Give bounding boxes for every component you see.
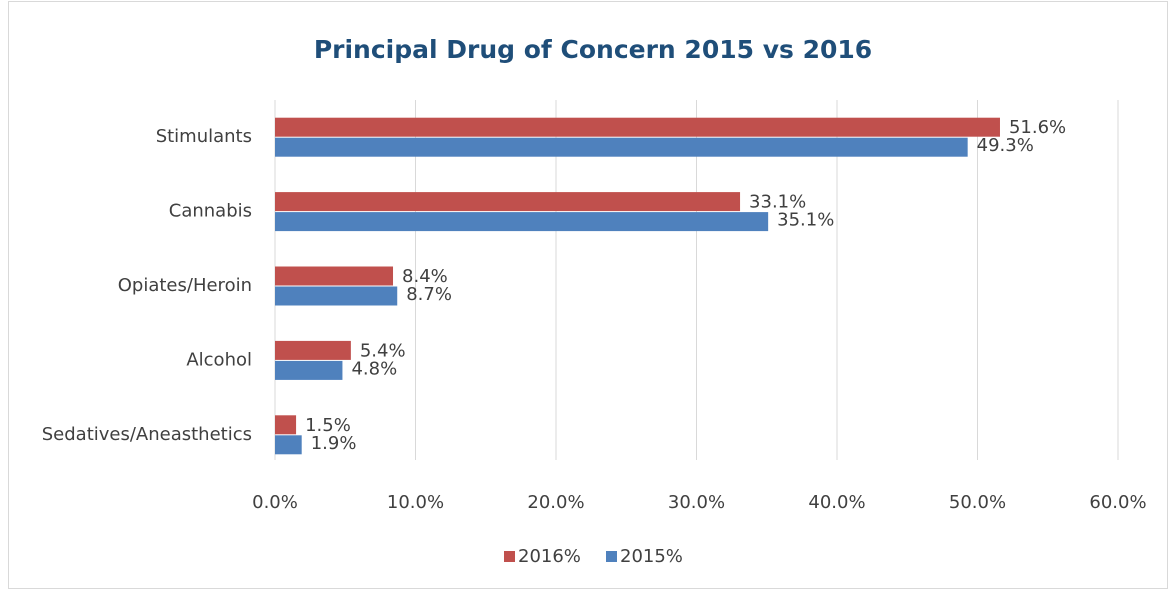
legend-label: 2015% [620,546,683,567]
legend-swatch [504,551,515,562]
bar [275,435,302,455]
x-tick-label: 20.0% [527,492,584,513]
legend-label: 2016% [518,546,581,567]
bar [275,212,769,232]
data-label: 8.7% [406,284,452,305]
x-tick-label: 50.0% [949,492,1006,513]
y-tick-label: Opiates/Heroin [118,275,252,296]
data-label: 51.6% [1009,117,1066,138]
bar [275,266,394,286]
bar [275,117,1000,137]
bar [275,137,968,157]
bar [275,286,398,306]
y-tick-label: Sedatives/Aneasthetics [42,424,252,445]
data-label: 1.5% [305,415,351,436]
data-label: 4.8% [351,358,397,379]
data-label: 35.1% [777,210,834,231]
data-label: 5.4% [360,340,406,361]
x-tick-label: 10.0% [387,492,444,513]
data-label: 1.9% [311,433,357,454]
data-label: 49.3% [977,135,1034,156]
chart-border [8,1,1168,589]
y-tick-label: Stimulants [156,126,252,147]
bar [275,360,343,380]
x-tick-label: 0.0% [252,492,298,513]
x-tick-label: 30.0% [668,492,725,513]
bar [275,192,741,212]
data-label: 33.1% [749,192,806,213]
data-label: 8.4% [402,266,448,287]
y-tick-label: Alcohol [186,349,252,370]
chart-title: Principal Drug of Concern 2015 vs 2016 [314,35,872,64]
bar [275,415,297,435]
x-tick-label: 40.0% [808,492,865,513]
y-tick-label: Cannabis [169,201,252,222]
legend-swatch [606,551,617,562]
bar [275,340,351,360]
x-tick-label: 60.0% [1089,492,1146,513]
